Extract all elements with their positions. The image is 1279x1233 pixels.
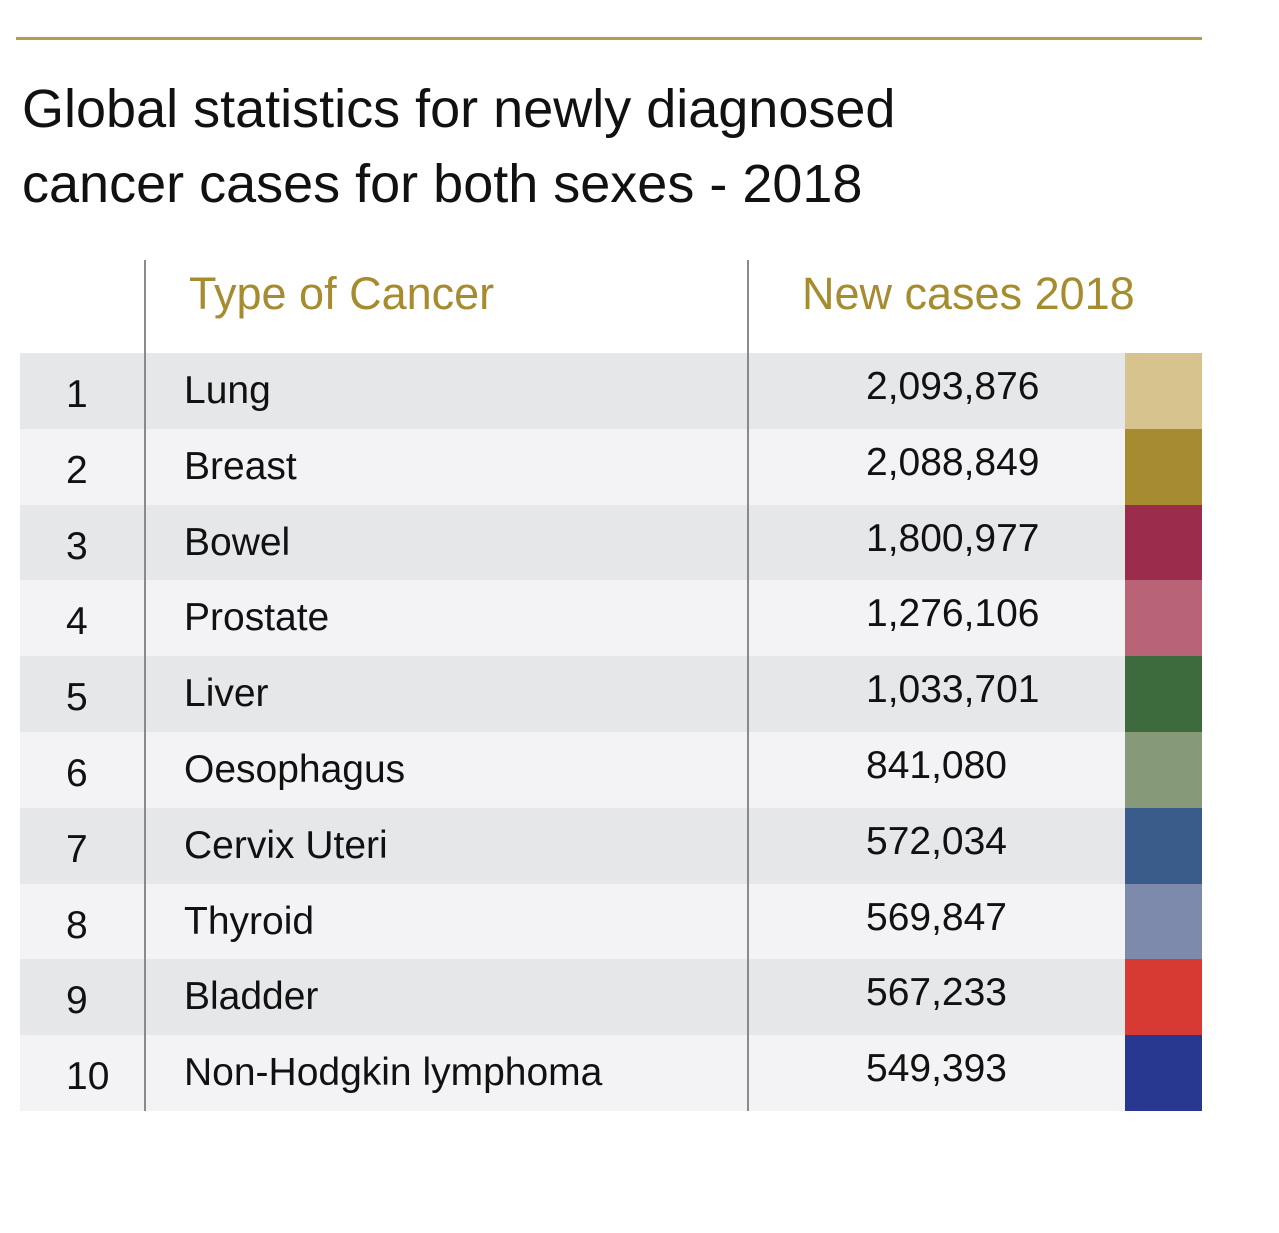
table-row: 1 Lung 2,093,876: [20, 353, 1202, 429]
table-row: 4 Prostate 1,276,106: [20, 580, 1202, 657]
table-row: 5 Liver 1,033,701: [20, 656, 1202, 732]
cancer-type-cell: Liver: [184, 672, 269, 716]
cancer-type-cell: Prostate: [184, 596, 330, 640]
cancer-type-cell: Thyroid: [184, 899, 315, 943]
chart-title: Global statistics for newly diagnosed can…: [22, 72, 1172, 222]
color-swatch: [1125, 656, 1202, 732]
cancer-type-cell: Oesophagus: [184, 747, 406, 791]
cases-cell: 1,033,701: [866, 668, 1040, 712]
column-divider: [747, 260, 749, 1111]
cancer-type-cell: Non-Hodgkin lymphoma: [184, 1051, 603, 1095]
title-line-1: Global statistics for newly diagnosed: [22, 79, 896, 139]
table-row: 6 Oesophagus 841,080: [20, 731, 1202, 808]
cases-cell: 841,080: [866, 743, 1007, 787]
color-swatch: [1125, 1035, 1202, 1111]
rank-cell: 4: [66, 600, 88, 644]
title-line-2: cancer cases for both sexes - 2018: [22, 154, 863, 214]
table-row: 9 Bladder 567,233: [20, 959, 1202, 1036]
color-swatch: [1125, 731, 1202, 808]
cancer-type-cell: Bowel: [184, 520, 291, 564]
top-rule: [16, 37, 1202, 40]
table-body: 1 Lung 2,093,876 2 Breast 2,088,849 3 Bowel 1,80…: [20, 353, 1202, 1111]
cases-cell: 2,088,849: [866, 440, 1040, 484]
rank-cell: 3: [66, 524, 88, 568]
rank-cell: 8: [66, 903, 88, 947]
table-row: 8 Thyroid 569,847: [20, 883, 1202, 960]
rank-cell: 2: [66, 448, 88, 492]
cases-cell: 549,393: [866, 1047, 1007, 1091]
header-type-of-cancer: Type of Cancer: [189, 268, 495, 319]
rank-cell: 7: [66, 827, 88, 871]
rank-cell: 6: [66, 751, 88, 795]
rank-cell: 10: [66, 1055, 110, 1099]
color-swatch: [1125, 353, 1202, 429]
cases-cell: 1,800,977: [866, 516, 1040, 560]
cases-cell: 2,093,876: [866, 365, 1040, 408]
color-swatch: [1125, 504, 1202, 581]
table-row: 10 Non-Hodgkin lymphoma 549,393: [20, 1035, 1202, 1111]
cases-cell: 1,276,106: [866, 592, 1040, 636]
color-swatch: [1125, 959, 1202, 1036]
table-row: 7 Cervix Uteri 572,034: [20, 807, 1202, 884]
cancer-type-cell: Cervix Uteri: [184, 823, 388, 867]
cases-cell: 567,233: [866, 971, 1007, 1015]
color-swatch: [1125, 807, 1202, 884]
color-swatch: [1125, 428, 1202, 505]
header-new-cases: New cases 2018: [802, 268, 1135, 319]
cases-cell: 572,034: [866, 819, 1007, 863]
color-swatch: [1125, 580, 1202, 657]
table-row: 2 Breast 2,088,849: [20, 428, 1202, 505]
cases-cell: 569,847: [866, 895, 1007, 939]
cancer-type-cell: Breast: [184, 444, 297, 488]
rank-cell: 1: [66, 373, 88, 416]
cancer-type-cell: Bladder: [184, 975, 319, 1019]
column-divider: [144, 260, 146, 1111]
color-swatch: [1125, 883, 1202, 960]
table-row: 3 Bowel 1,800,977: [20, 504, 1202, 581]
cancer-type-cell: Lung: [184, 369, 271, 412]
rank-cell: 9: [66, 979, 88, 1023]
rank-cell: 5: [66, 676, 88, 720]
